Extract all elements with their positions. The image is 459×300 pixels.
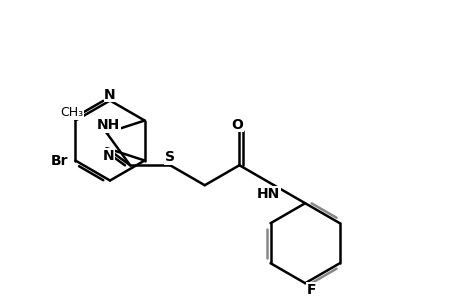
Text: O: O: [231, 118, 242, 132]
Text: N: N: [103, 149, 114, 163]
Text: CH₃: CH₃: [60, 106, 83, 119]
Text: Br: Br: [51, 154, 68, 167]
Text: N: N: [104, 88, 116, 102]
Text: S: S: [165, 150, 175, 164]
Text: HN: HN: [257, 187, 280, 201]
Text: NH: NH: [97, 118, 120, 132]
Text: F: F: [307, 283, 316, 297]
